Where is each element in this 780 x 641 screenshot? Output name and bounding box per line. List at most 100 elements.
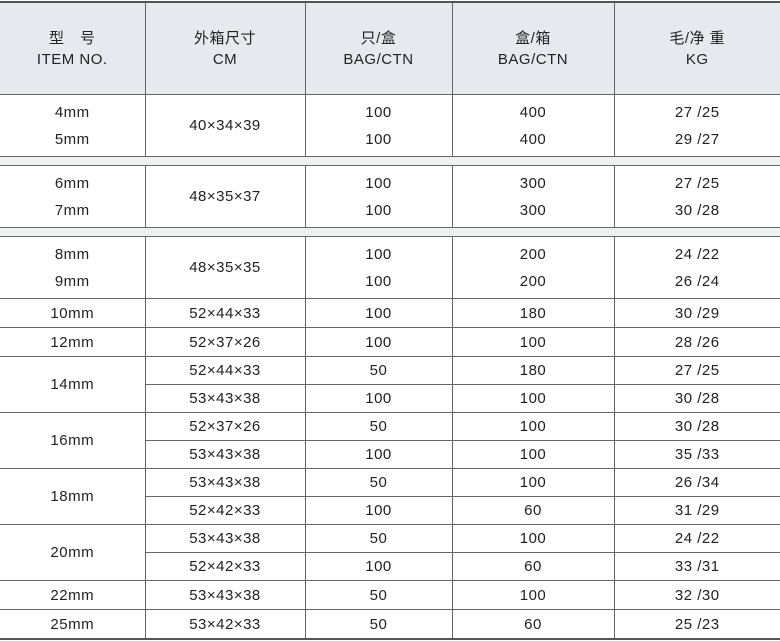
kg-cell: 33 /31 xyxy=(613,552,780,581)
header-box-cn: 盒/箱 xyxy=(515,29,551,47)
box-cell: 400 400 xyxy=(451,94,615,157)
cell-text: 52×42×33 xyxy=(189,558,261,575)
bag-cell: 100 100 xyxy=(304,94,453,157)
cell-text: 27 /25 xyxy=(674,103,720,121)
cell-text: 100 xyxy=(519,474,547,491)
cell-text: 10mm xyxy=(50,304,95,322)
group-separator xyxy=(0,156,780,166)
kg-cell: 35 /33 xyxy=(613,440,780,469)
header-item: 型 号 ITEM NO. xyxy=(0,1,146,95)
kg-cell: 24 /22 xyxy=(613,524,780,553)
box-cell: 180 xyxy=(451,298,615,328)
cell-text: 100 xyxy=(365,272,392,290)
size-cell: 48×35×35 xyxy=(144,236,306,299)
cell-text: 28 /26 xyxy=(674,333,720,351)
cell-text: 300 xyxy=(519,174,547,192)
cell-text: 100 xyxy=(519,333,547,351)
cell-text: 100 xyxy=(365,502,392,519)
cell-text: 100 xyxy=(365,558,392,575)
cell-text: 20mm xyxy=(50,544,95,561)
header-bag-cn: 只/盒 xyxy=(360,29,397,47)
header-row: 型 号 ITEM NO. 外箱尺寸 CM 只/盒 BAG/CTN 盒/箱 BAG/CTN… xyxy=(0,1,780,95)
cell-text: 18mm xyxy=(50,488,95,505)
cell-text: 12mm xyxy=(50,333,95,351)
cell-text: 100 xyxy=(365,446,392,463)
cell-text: 4mm xyxy=(54,103,90,121)
kg-cell: 26 /34 xyxy=(613,468,780,497)
cell-text: 27 /25 xyxy=(674,174,720,192)
bag-cell: 100 xyxy=(304,496,453,525)
size-cell: 52×44×33 xyxy=(144,298,306,328)
kg-cell: 28 /26 xyxy=(613,327,780,357)
bag-cell: 50 xyxy=(304,468,453,497)
separator xyxy=(0,156,780,166)
bag-cell: 100 xyxy=(304,552,453,581)
cell-text: 53×43×38 xyxy=(189,586,261,604)
kg-cell: 30 /28 xyxy=(613,412,780,441)
size-cell: 53×43×38 xyxy=(144,468,306,497)
cell-text: 16mm xyxy=(50,432,95,449)
bag-cell: 50 xyxy=(304,609,453,640)
table-row: 25mm 53×42×33 50 60 25 /23 xyxy=(0,609,780,640)
size-cell: 40×34×39 xyxy=(144,94,306,157)
header-box-en: BAG/CTN xyxy=(497,50,569,68)
table-row: 20mm 53×43×38 50 100 24 /22 xyxy=(0,524,780,581)
box-cell: 100 xyxy=(451,580,615,610)
kg-cell: 31 /29 xyxy=(613,496,780,525)
cell-text: 29 /27 xyxy=(674,130,720,148)
box-cell: 100 xyxy=(451,384,615,413)
header-size-cn: 外箱尺寸 xyxy=(193,29,256,47)
cell-text: 100 xyxy=(365,304,392,322)
cell-text: 32 /30 xyxy=(674,586,720,604)
table-row: 53×43×38 100 100 35 /33 xyxy=(0,440,780,469)
size-cell: 53×43×38 xyxy=(145,384,306,413)
bag-cell: 50 xyxy=(304,580,453,610)
cell-text: 30 /28 xyxy=(674,418,720,435)
box-cell: 180 xyxy=(451,356,615,385)
cell-text: 100 xyxy=(365,103,392,121)
cell-text: 35 /33 xyxy=(674,446,720,463)
cell-text: 400 xyxy=(519,130,547,148)
item-cell: 10mm xyxy=(0,298,146,328)
cell-text: 33 /31 xyxy=(674,558,720,575)
cell-text: 27 /25 xyxy=(674,362,720,379)
cell-text: 50 xyxy=(369,615,388,633)
cell-text: 180 xyxy=(519,362,547,379)
cell-text: 100 xyxy=(365,201,392,219)
size-cell: 48×35×37 xyxy=(144,165,306,228)
cell-text: 52×37×26 xyxy=(189,418,261,435)
box-cell: 100 xyxy=(451,440,615,469)
kg-cell: 32 /30 xyxy=(613,580,780,610)
cell-text: 30 /28 xyxy=(674,390,720,407)
table-row: 52×42×33 100 60 31 /29 xyxy=(0,496,780,525)
table-row: 8mm 9mm 48×35×35 100 100 200 200 24 /22 26 /24 xyxy=(0,236,780,299)
cell-text: 400 xyxy=(519,103,547,121)
cell-text: 52×44×33 xyxy=(189,362,261,379)
box-cell: 300 300 xyxy=(451,165,615,228)
cell-text: 30 /29 xyxy=(674,304,720,322)
cell-text: 100 xyxy=(519,446,547,463)
box-cell: 100 xyxy=(451,327,615,357)
cell-text: 200 xyxy=(519,272,547,290)
cell-text: 25 /23 xyxy=(674,615,720,633)
size-cell: 53×43×38 xyxy=(145,440,306,469)
cell-text: 30 /28 xyxy=(674,201,720,219)
kg-cell: 27 /25 xyxy=(613,356,780,385)
cell-text: 100 xyxy=(519,530,547,547)
kg-cell: 27 /25 29 /27 xyxy=(613,94,780,157)
item-cell: 8mm 9mm xyxy=(0,236,146,299)
cell-text: 50 xyxy=(369,362,388,379)
bag-cell: 100 100 xyxy=(304,165,453,228)
item-cell: 20mm xyxy=(0,524,146,581)
item-cell: 6mm 7mm xyxy=(0,165,146,228)
item-cell: 18mm xyxy=(0,468,146,525)
size-cell: 52×44×33 xyxy=(144,356,306,385)
table-row: 10mm 52×44×33 100 180 30 /29 xyxy=(0,298,780,328)
separator xyxy=(0,227,780,237)
cell-text: 48×35×37 xyxy=(189,188,261,205)
cell-text: 6mm xyxy=(54,174,90,192)
header-bag: 只/盒 BAG/CTN xyxy=(304,1,453,95)
cell-text: 50 xyxy=(369,418,388,435)
cell-text: 24 /22 xyxy=(674,530,720,547)
